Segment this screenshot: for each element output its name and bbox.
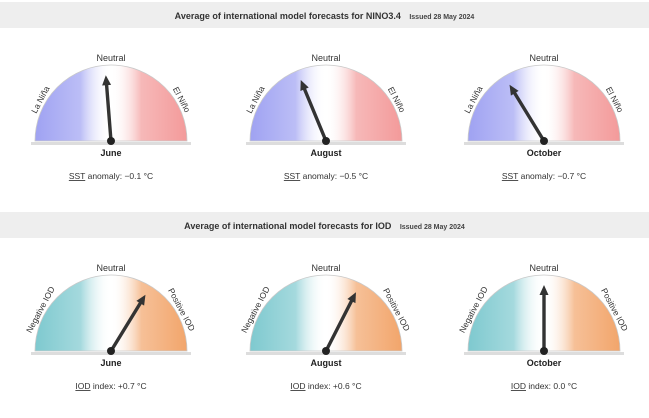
neutral-label: Neutral [529, 263, 558, 273]
gauge-dial [467, 64, 621, 142]
nino-section-header: Average of international model forecasts… [0, 2, 649, 28]
gauge-dial [249, 274, 403, 352]
neutral-label: Neutral [96, 53, 125, 63]
month-label: August [311, 148, 342, 158]
nino-gauges-panel: Neutral La Niña El Niño June SST anomaly: −0… [0, 28, 649, 208]
needle-arrowhead [300, 80, 309, 91]
needle-pivot [322, 347, 330, 355]
gauge-needle [513, 91, 546, 143]
needle-arrowhead [509, 84, 519, 96]
neutral-label: Neutral [529, 53, 558, 63]
iod-gauges-panel: Neutral Negative IOD Positive IOD June IOD i… [0, 238, 649, 418]
gauge-needle [302, 87, 328, 143]
needle-pivot [540, 347, 548, 355]
month-label: October [527, 148, 562, 158]
nino-issued-date: Issued 28 May 2024 [409, 14, 475, 21]
gauge-dial [249, 64, 403, 142]
needle-pivot [540, 137, 548, 145]
gauge-needle [104, 83, 113, 143]
needle-arrowhead [136, 294, 146, 306]
gauge-dial [34, 274, 188, 352]
iod-section-title: Average of international model forecasts… [184, 221, 392, 231]
needle-pivot [322, 137, 330, 145]
metric-caption: SST anomaly: −0.7 °C [502, 171, 586, 181]
iod-section-header: Average of international model forecasts… [0, 212, 649, 238]
iod-issued-date: Issued 28 May 2024 [399, 224, 465, 231]
month-label: June [100, 148, 121, 158]
gauge-needle [109, 301, 142, 353]
needle-arrowhead [539, 285, 549, 295]
month-label: August [311, 358, 342, 368]
needle-arrowhead [102, 75, 112, 86]
metric-caption: SST anomaly: −0.5 °C [284, 171, 368, 181]
month-label: October [527, 358, 562, 368]
needle-arrowhead [347, 292, 356, 304]
gauge-needle [324, 299, 354, 353]
needle-pivot [107, 347, 115, 355]
neutral-label: Neutral [311, 263, 340, 273]
nino-section-title: Average of international model forecasts… [174, 11, 401, 21]
gauge-dial [34, 64, 188, 142]
needle-pivot [107, 137, 115, 145]
metric-caption: IOD index: +0.6 °C [290, 381, 361, 391]
month-label: June [100, 358, 121, 368]
metric-caption: IOD index: +0.7 °C [75, 381, 146, 391]
metric-caption: IOD index: 0.0 °C [511, 381, 577, 391]
neutral-label: Neutral [311, 53, 340, 63]
neutral-label: Neutral [96, 263, 125, 273]
metric-caption: SST anomaly: −0.1 °C [69, 171, 153, 181]
